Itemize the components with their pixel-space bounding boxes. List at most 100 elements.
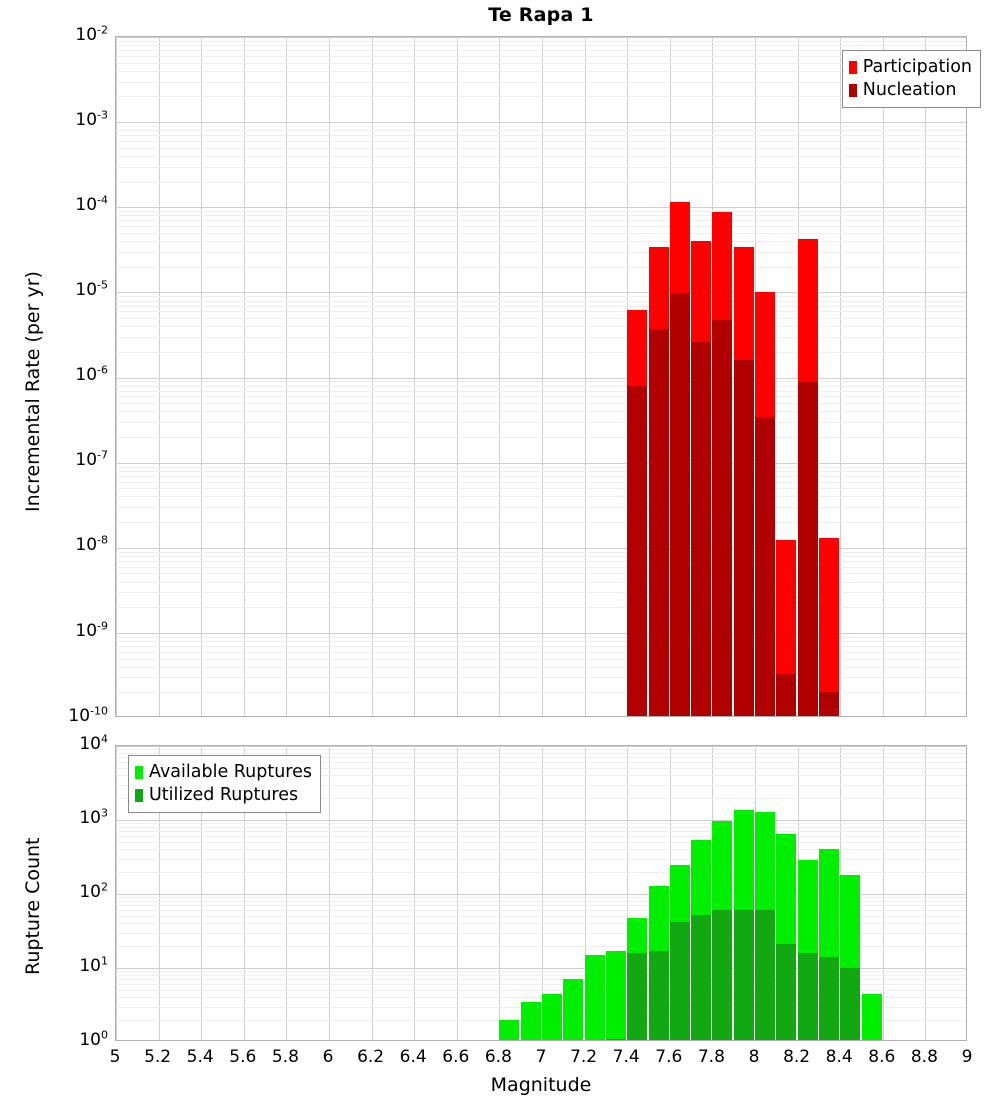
gridline-horizontal [116,437,966,438]
x-tick-label: 5.2 [144,1047,172,1067]
x-tick-label: 7.4 [612,1047,640,1067]
gridline-horizontal [116,82,966,83]
page-title: Te Rapa 1 [488,4,594,26]
gridline-horizontal [116,267,966,268]
gridline-vertical [882,37,884,716]
gridline-vertical [201,37,203,716]
y-tick-label: 102 [79,880,108,902]
x-tick-label: 6.8 [484,1047,512,1067]
bar-utilized-ruptures [648,950,669,1040]
gridline-horizontal [116,785,966,786]
legend-label: Nucleation [862,79,957,100]
gridline-vertical [158,746,160,1040]
top-legend-item: Participation [848,56,972,79]
gridline-horizontal [116,979,966,980]
x-tick-label: 9 [961,1047,973,1067]
y-tick-label: 101 [79,954,108,976]
bar-utilized-ruptures [733,910,754,1040]
top-legend: Participation Nucleation [841,50,981,108]
gridline-horizontal [116,301,966,302]
gridline-vertical [371,746,373,1040]
legend-swatch-icon [848,61,857,74]
gridline-horizontal [116,207,966,208]
bar-utilized-ruptures [755,910,776,1040]
bar-available-ruptures [542,993,563,1040]
gridline-vertical [329,746,330,1040]
y-tick: 100 [0,1028,108,1050]
gridline-horizontal [116,381,966,382]
gridline-vertical [371,37,373,716]
gridline-horizontal [116,96,966,97]
bar-utilized-ruptures [818,957,839,1040]
y-tick-label: 10-4 [75,193,108,215]
gridline-vertical [542,746,543,1040]
bar-nucleation [627,385,648,716]
x-tick-label: 8.6 [868,1047,896,1067]
y-tick-label: 10-5 [75,278,108,301]
gridline-horizontal [116,548,966,549]
gridline-horizontal [116,677,966,678]
y-tick-label: 104 [79,732,108,754]
bar-utilized-ruptures [712,910,733,1040]
gridline-horizontal [116,71,966,72]
gridline-horizontal [116,975,966,976]
bar-nucleation [755,417,776,716]
legend-swatch-icon [135,789,143,802]
x-tick-label: 8.2 [783,1047,811,1067]
gridline-horizontal [116,45,966,46]
legend-label: Available Ruptures [149,761,312,782]
gridline-horizontal [116,1007,966,1008]
y-tick: 10-4 [0,193,108,215]
gridline-horizontal [116,1020,966,1021]
x-tick-label: 6 [322,1047,334,1067]
gridline-horizontal [116,476,966,477]
gridline-horizontal [116,226,966,227]
gridline-horizontal [116,849,966,850]
gridline-vertical [925,746,927,1040]
gridline-horizontal [116,990,966,991]
gridline-horizontal [116,135,966,136]
bar-nucleation [669,293,690,716]
gridline-horizontal [116,386,966,387]
x-tick-label: 5.4 [186,1047,214,1067]
bar-nucleation [797,382,818,716]
gridline-horizontal [116,156,966,157]
x-tick-label: 6.2 [357,1047,385,1067]
bar-participation [776,539,797,716]
y-tick: 10-5 [0,278,108,300]
y-tick: 103 [0,806,108,828]
y-tick: 104 [0,732,108,754]
legend-swatch-icon [135,766,143,779]
gridline-horizontal [116,122,966,123]
gridline-horizontal [116,233,966,234]
gridline-vertical [499,746,501,1040]
bar-available-ruptures [605,950,626,1040]
gridline-horizontal [116,422,966,423]
bar-nucleation [712,319,733,716]
gridline-horizontal [116,997,966,998]
gridline-horizontal [116,552,966,553]
y-tick: 10-10 [0,704,108,726]
gridline-horizontal [116,592,966,593]
gridline-vertical [243,37,245,716]
gridline-vertical [840,37,842,716]
gridline-horizontal [116,463,966,464]
gridline-horizontal [116,894,966,895]
gridline-horizontal [116,667,966,668]
top-legend-item: Nucleation [848,79,972,102]
bar-utilized-ruptures [627,952,648,1040]
gridline-vertical [499,37,501,716]
top-y-axis-label: Incremental Rate (per yr) [22,270,44,512]
gridline-horizontal [116,775,966,776]
x-tick-label: 5.6 [229,1047,257,1067]
gridline-horizontal [116,496,966,497]
gridline-horizontal [116,641,966,642]
bar-nucleation [648,329,669,716]
rupture-count-plot [115,745,967,1041]
gridline-horizontal [116,897,966,898]
gridline-vertical [414,37,416,716]
gridline-horizontal [116,403,966,404]
y-tick: 10-7 [0,449,108,471]
gridline-vertical [456,746,458,1040]
